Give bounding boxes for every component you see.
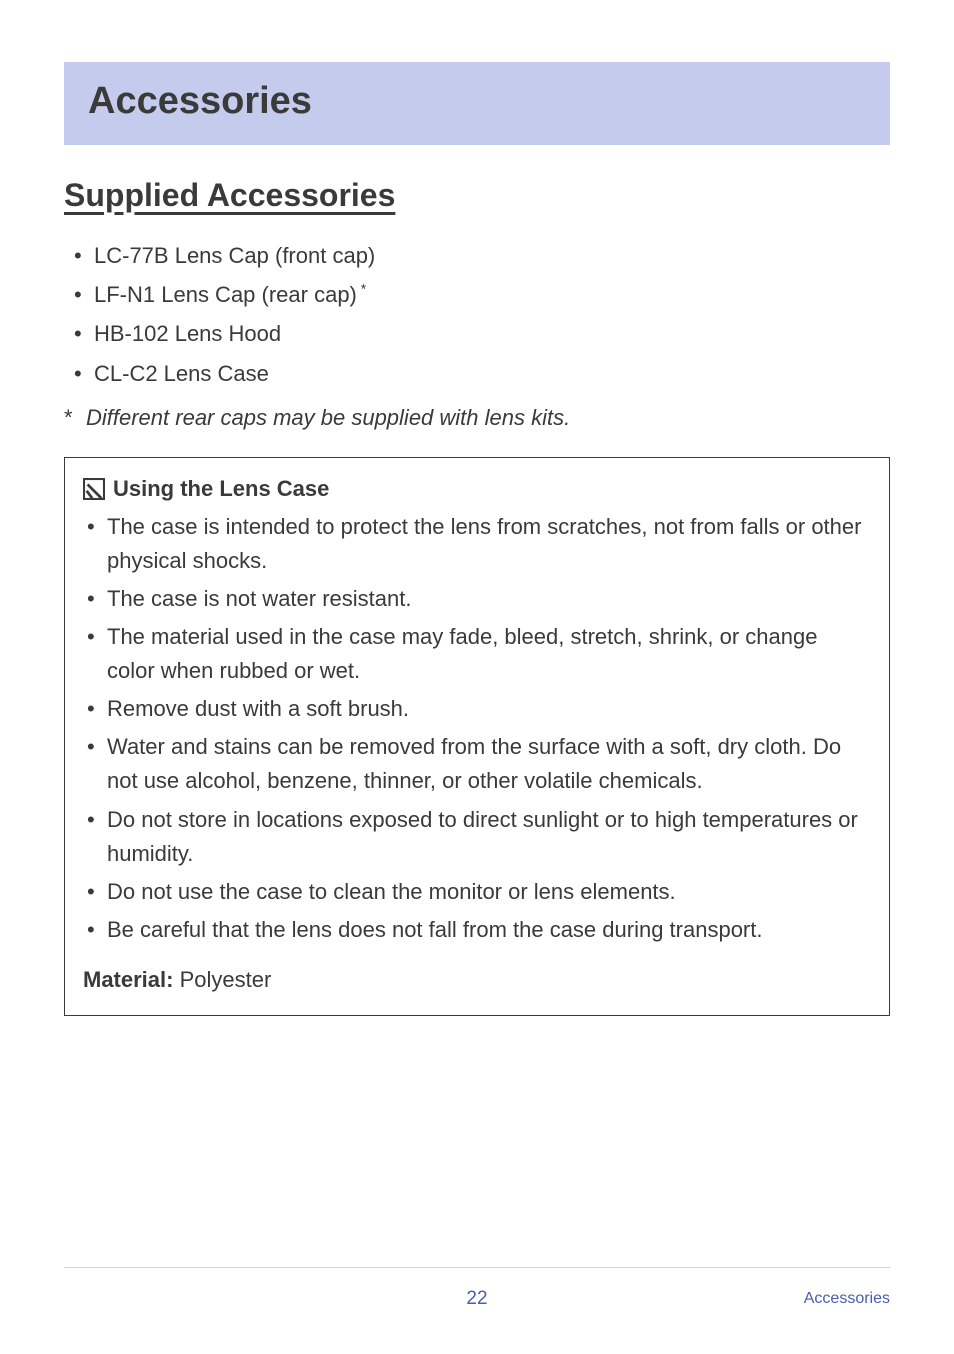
material-value: Polyester bbox=[173, 967, 271, 992]
page-content: Accessories Supplied Accessories LC-77B … bbox=[0, 0, 954, 1016]
page-footer: 22 Accessories bbox=[64, 1267, 890, 1310]
box-header: Using the Lens Case bbox=[83, 476, 871, 502]
list-item: Do not store in locations exposed to dir… bbox=[87, 803, 871, 871]
list-item: LC-77B Lens Cap (front cap) bbox=[74, 238, 890, 273]
footnote: *Different rear caps may be supplied wit… bbox=[64, 405, 890, 431]
footnote-ref: * bbox=[357, 281, 366, 297]
list-item: Do not use the case to clean the monitor… bbox=[87, 875, 871, 909]
footer-section-label: Accessories bbox=[804, 1290, 890, 1308]
footnote-mark: * bbox=[64, 405, 86, 431]
material-label: Material: bbox=[83, 967, 173, 992]
page-number: 22 bbox=[466, 1288, 487, 1310]
list-item: HB-102 Lens Hood bbox=[74, 316, 890, 351]
info-box: Using the Lens Case The case is intended… bbox=[64, 457, 890, 1016]
list-item: The material used in the case may fade, … bbox=[87, 620, 871, 688]
page-title: Accessories bbox=[88, 80, 866, 123]
supplied-accessories-list: LC-77B Lens Cap (front cap) LF-N1 Lens Ca… bbox=[64, 238, 890, 391]
list-item: CL-C2 Lens Case bbox=[74, 356, 890, 391]
lens-case-notes-list: The case is intended to protect the lens… bbox=[83, 510, 871, 947]
list-item: Water and stains can be removed from the… bbox=[87, 730, 871, 798]
list-item: Be careful that the lens does not fall f… bbox=[87, 913, 871, 947]
list-item: Remove dust with a soft brush. bbox=[87, 692, 871, 726]
caution-check-icon bbox=[83, 478, 105, 500]
title-banner: Accessories bbox=[64, 62, 890, 145]
section-heading: Supplied Accessories bbox=[64, 177, 890, 214]
material-line: Material: Polyester bbox=[83, 967, 871, 993]
list-item: The case is not water resistant. bbox=[87, 582, 871, 616]
list-item: LF-N1 Lens Cap (rear cap) * bbox=[74, 277, 890, 312]
footnote-text: Different rear caps may be supplied with… bbox=[86, 405, 570, 430]
list-item: The case is intended to protect the lens… bbox=[87, 510, 871, 578]
box-title: Using the Lens Case bbox=[113, 476, 329, 502]
